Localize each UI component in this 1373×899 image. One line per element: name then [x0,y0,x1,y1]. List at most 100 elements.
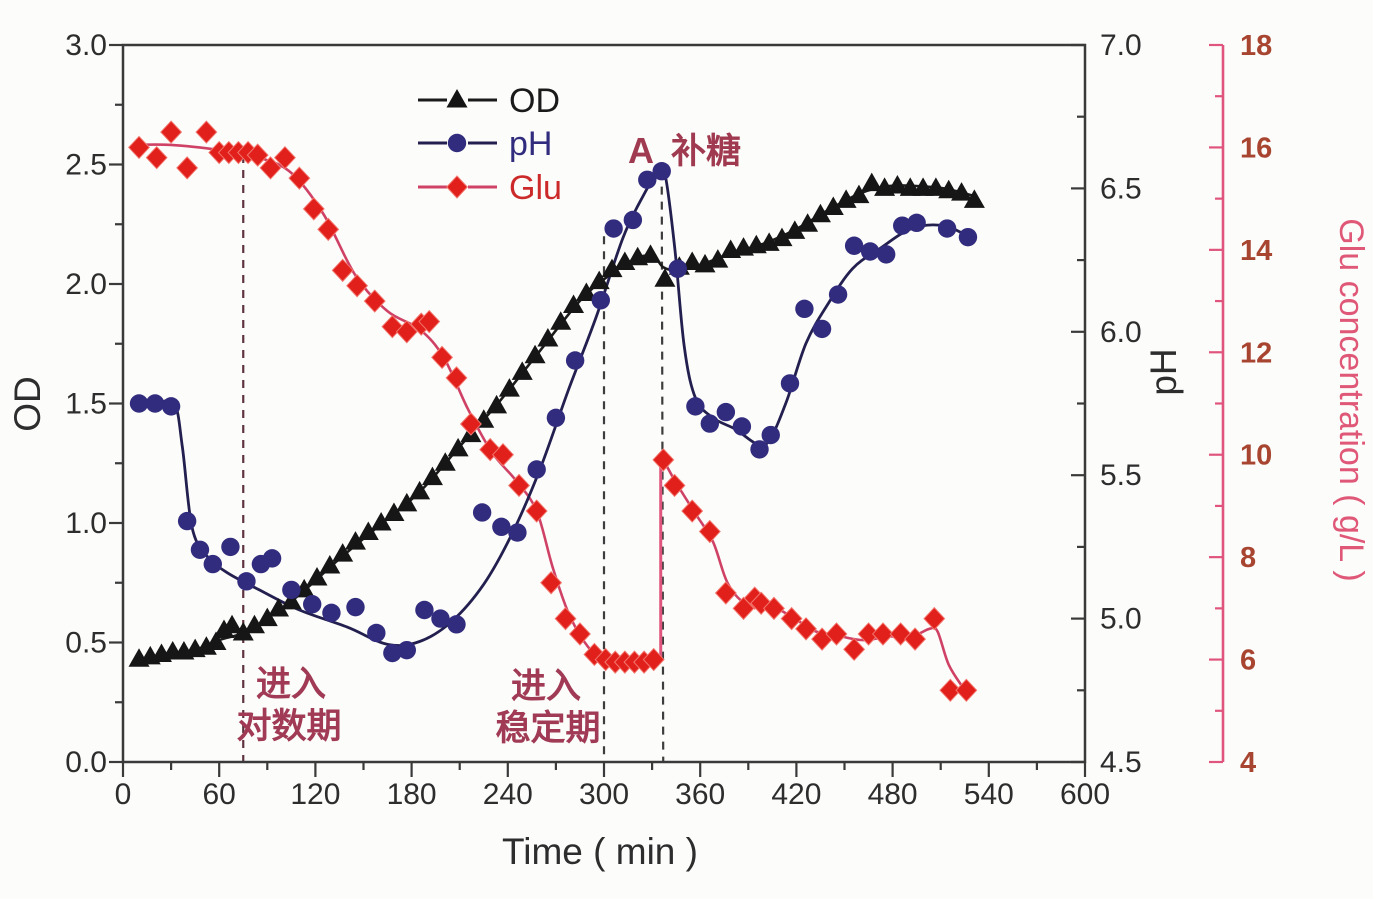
ph-point [761,425,780,445]
ph-point [668,259,687,278]
od-point [383,502,405,521]
glu-tick-label: 10 [1240,440,1272,472]
od-axis-tick-labels: 0.0 0.5 1.0 1.5 2.0 2.5 3.0 [65,29,107,779]
log-phase-label-line1: 进入 [256,665,326,704]
glu-point [714,581,737,605]
glu-point [418,309,441,334]
ph-point [860,242,880,261]
ph-point [346,597,365,617]
ph-tick-label: 4.5 [1100,746,1142,779]
ph-point [262,549,282,568]
glu-axis-ticks [1209,43,1223,764]
glu-point [492,442,514,467]
ph-axis-tick-labels: 4.5 5.0 5.5 6.0 6.5 7.0 [1100,29,1142,779]
ph-tick-label: 6.5 [1100,172,1142,205]
ph-point [686,397,705,416]
glu-point [431,345,454,370]
glu-point [317,217,340,242]
glu-curve-before-feed [132,143,656,662]
glu-point [540,571,563,595]
od-point [835,189,857,208]
od-point [784,220,806,239]
od-point [344,531,366,550]
glu-point [568,622,591,646]
legend-circle-icon [447,133,467,153]
od-point [221,614,243,634]
od-tick-label: 1.5 [65,388,107,421]
legend-label-ph: pH [509,125,552,163]
od-point [822,196,844,216]
ph-point [716,402,736,422]
glu-point [508,473,531,498]
glu-tick-label: 4 [1240,747,1256,779]
ph-point [431,609,450,628]
ph-point [907,213,926,233]
stable-phase-label-line2: 稳定期 [495,709,600,748]
ph-point [145,394,165,413]
ph-point [415,600,434,620]
log-phase-label-line2: 对数期 [236,707,341,746]
od-point [357,521,379,541]
x-tick-label: 0 [115,778,132,811]
glu-point [445,366,468,390]
x-tick-label: 60 [203,778,236,811]
od-point [434,452,456,471]
ph-point [282,580,301,600]
glu-point [554,606,577,631]
ph-point [367,623,386,643]
glu-point [346,273,369,298]
ph-point [221,537,240,557]
ph-point [828,285,848,304]
glu-point [642,647,665,672]
od-point [758,232,780,251]
legend-item-od: OD [418,82,560,120]
ph-point [652,161,671,181]
glu-tick-label: 8 [1240,542,1256,574]
ph-point [958,227,978,247]
od-point [771,227,793,247]
od-point [396,492,418,512]
od-point [243,614,265,634]
od-data-points [128,172,985,667]
x-tick-label: 420 [771,778,821,811]
od-axis-title: OD [7,376,48,432]
ph-point [203,554,222,574]
od-point [809,203,831,223]
glu-point [825,622,848,646]
ph-point [604,219,623,238]
sugar-feed-label-a: A [628,130,654,171]
od-point [681,251,703,270]
glu-tick-label: 6 [1240,645,1256,677]
glu-point [939,678,962,703]
od-point [447,437,469,457]
od-point [195,636,217,655]
ph-point [322,603,341,623]
od-point [268,598,290,617]
legend-label-od: OD [509,82,560,120]
ph-data-points [129,161,978,663]
ph-point [937,219,957,238]
od-point [797,213,819,232]
od-point [694,253,716,273]
glu-tick-label: 14 [1240,235,1272,267]
od-point [256,607,278,627]
od-point [486,394,508,414]
glu-point [681,499,704,523]
od-point [550,311,572,330]
glu-point [381,314,404,339]
od-point [205,631,227,650]
ph-point [638,170,657,189]
od-point [951,182,973,201]
glu-point [195,120,218,144]
od-point [886,175,908,194]
sugar-feed-label: 补糖 [671,132,741,171]
ph-point [397,640,416,660]
od-point [563,294,585,314]
glu-point [652,448,675,472]
glu-point [843,637,866,662]
glu-point [331,258,354,283]
ph-tick-label: 5.5 [1100,459,1142,492]
x-tick-label: 180 [387,778,437,811]
